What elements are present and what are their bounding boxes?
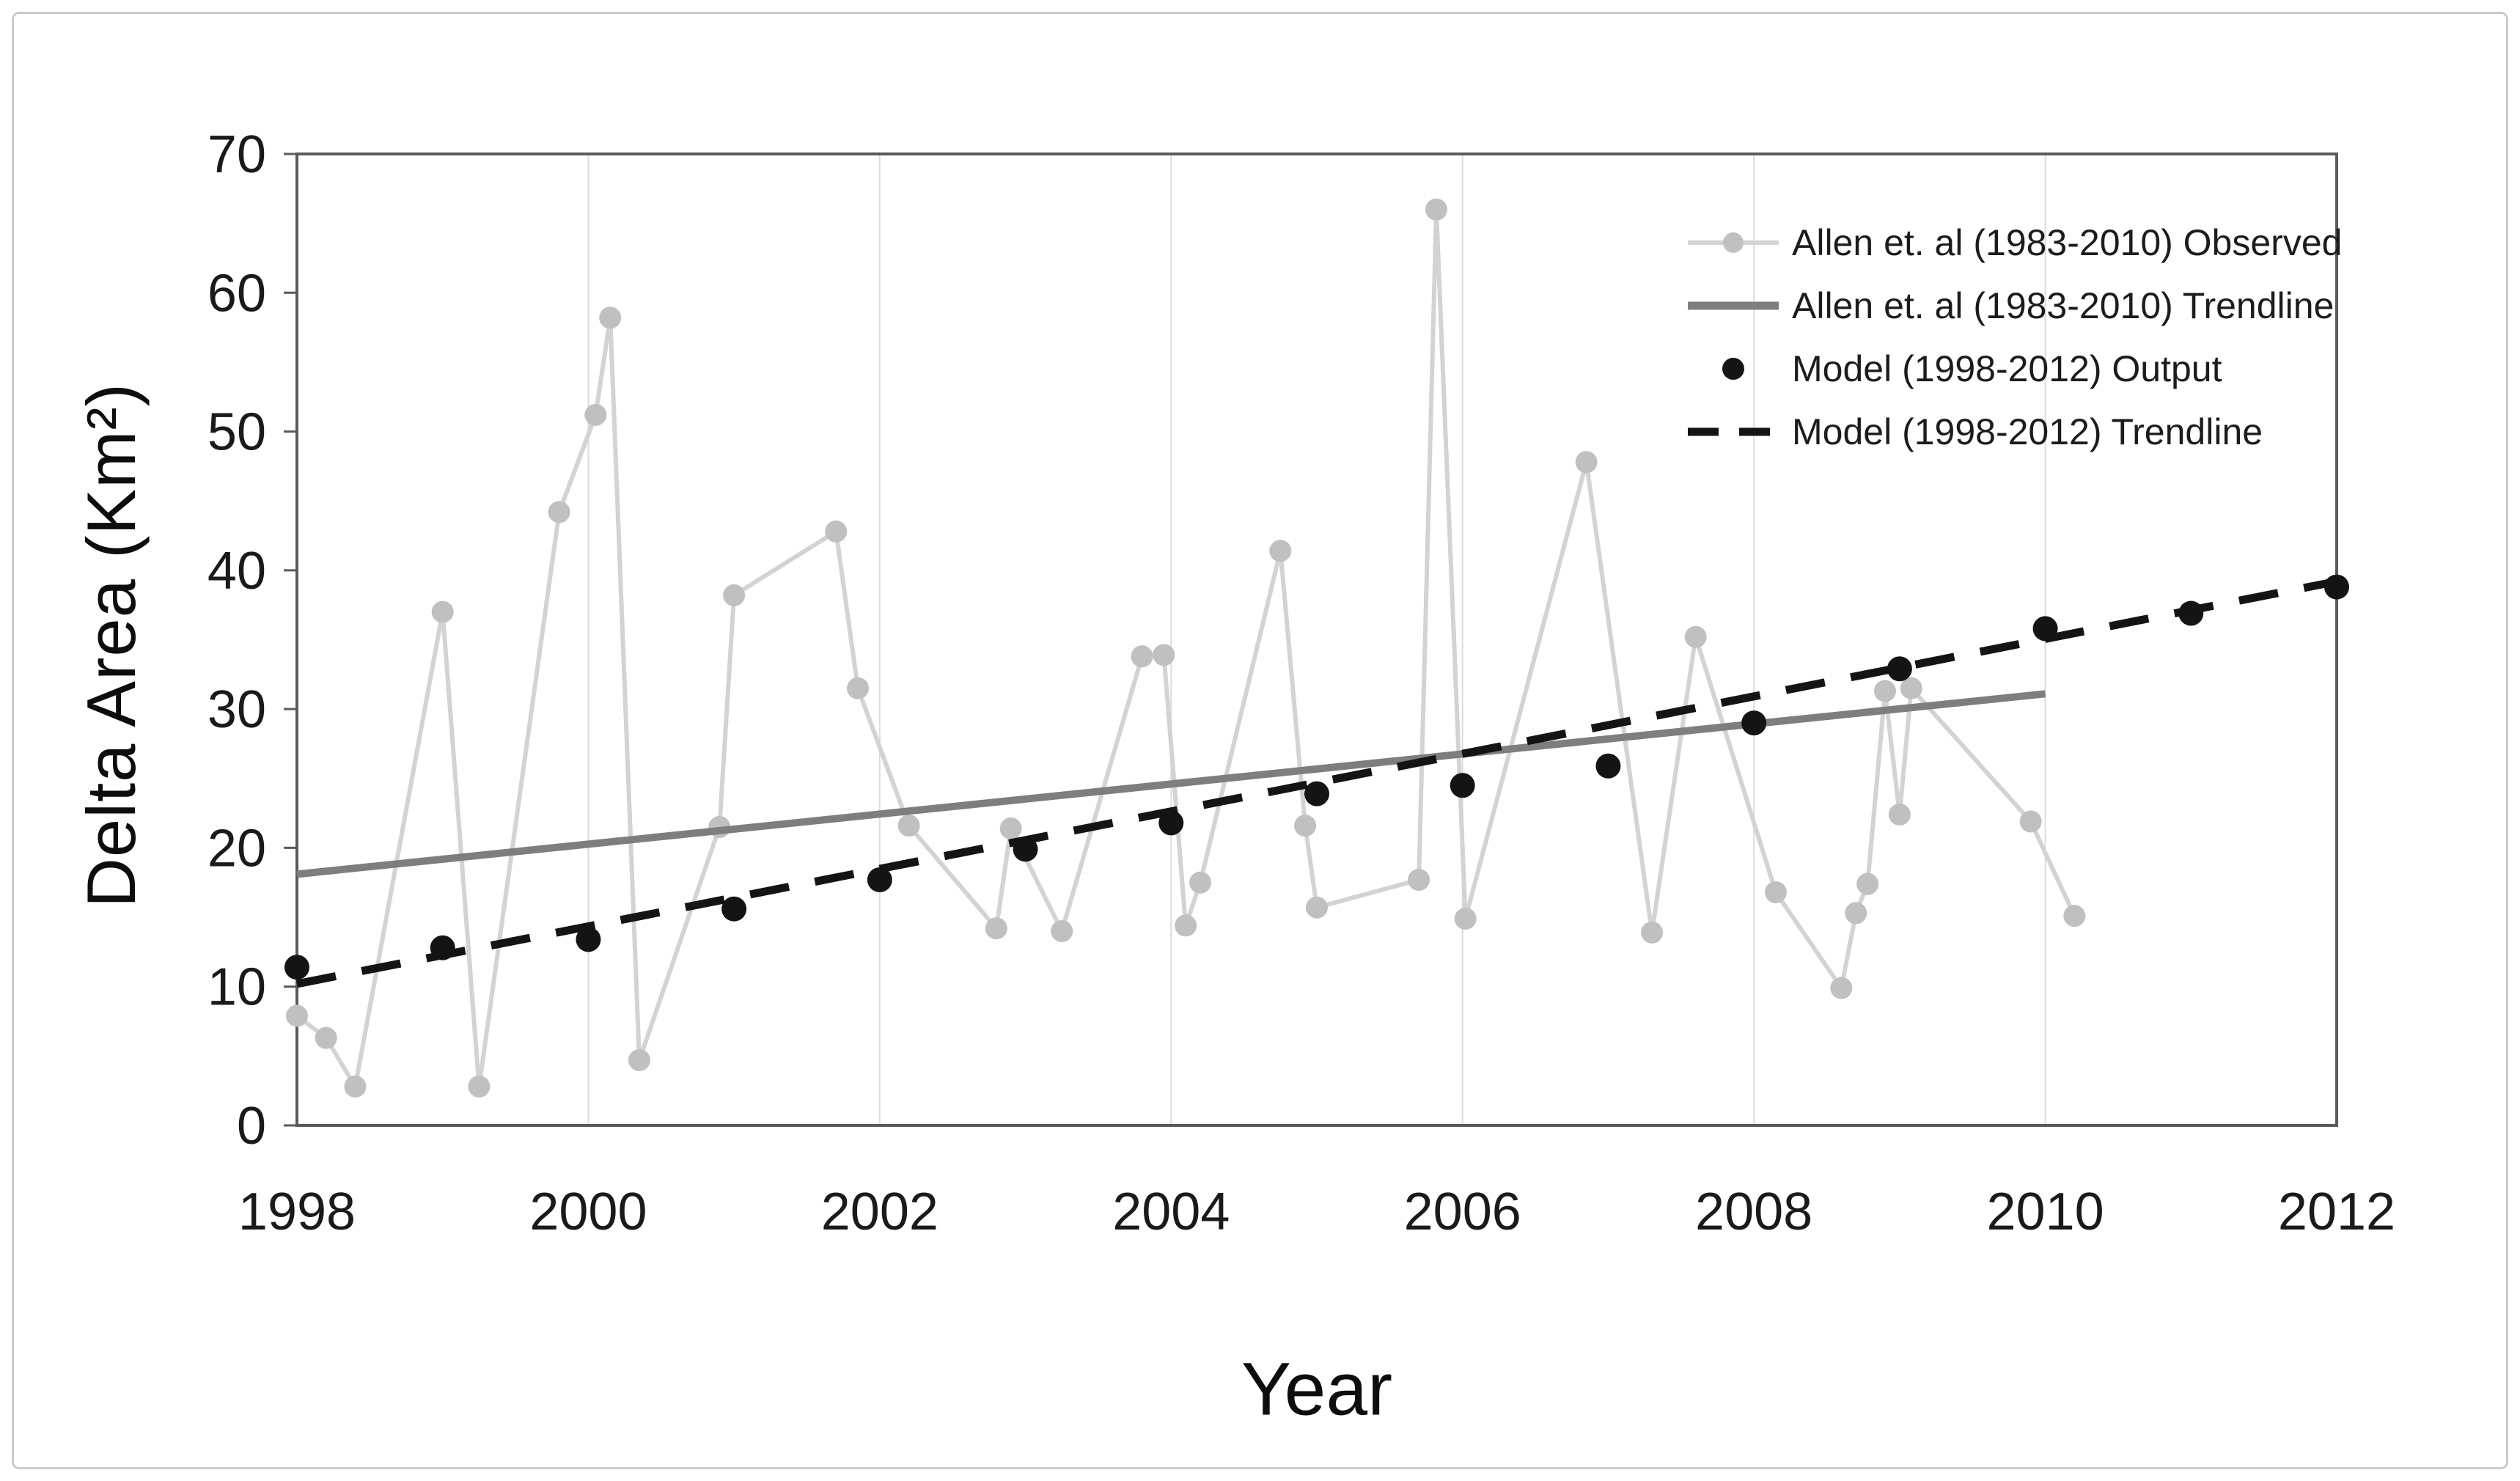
- legend-label: Model (1998-2012) Output: [1792, 348, 2222, 389]
- svg-text:10: 10: [207, 958, 266, 1017]
- legend-label: Allen et. al (1983-2010) Observed: [1792, 222, 2343, 263]
- svg-text:30: 30: [207, 680, 266, 739]
- svg-text:2000: 2000: [529, 1183, 647, 1241]
- x-axis-title: Year: [1241, 1347, 1393, 1431]
- legend-label: Model (1998-2012) Trendline: [1792, 411, 2263, 452]
- legend-item-model-trendline: Model (1998-2012) Trendline: [1685, 400, 2342, 463]
- svg-text:70: 70: [207, 125, 266, 184]
- legend-item-observed: Allen et. al (1983-2010) Observed: [1685, 211, 2342, 274]
- legend-label: Allen et. al (1983-2010) Trendline: [1792, 285, 2335, 326]
- svg-text:60: 60: [207, 264, 266, 323]
- svg-text:40: 40: [207, 542, 266, 600]
- y-axis-title: Delta Area (Km²): [73, 383, 150, 908]
- svg-text:2004: 2004: [1112, 1183, 1230, 1241]
- svg-text:50: 50: [207, 403, 266, 462]
- svg-text:2012: 2012: [2278, 1183, 2395, 1241]
- svg-text:2002: 2002: [821, 1183, 938, 1241]
- svg-text:2008: 2008: [1695, 1183, 1812, 1241]
- model-trendline-swatch-icon: [1688, 427, 1779, 436]
- legend-item-model-output: Model (1998-2012) Output: [1685, 337, 2342, 400]
- legend-item-allen-trendline: Allen et. al (1983-2010) Trendline: [1685, 274, 2342, 337]
- svg-text:0: 0: [237, 1097, 266, 1155]
- svg-text:2010: 2010: [1986, 1183, 2104, 1241]
- observed-series-swatch-icon: [1688, 232, 1779, 253]
- allen-trendline-swatch-icon: [1688, 301, 1779, 310]
- svg-text:1998: 1998: [238, 1183, 356, 1241]
- svg-text:20: 20: [207, 819, 266, 878]
- legend: Allen et. al (1983-2010) Observed Allen …: [1685, 211, 2342, 463]
- model-output-swatch-icon: [1722, 358, 1744, 380]
- svg-text:2006: 2006: [1404, 1183, 1521, 1241]
